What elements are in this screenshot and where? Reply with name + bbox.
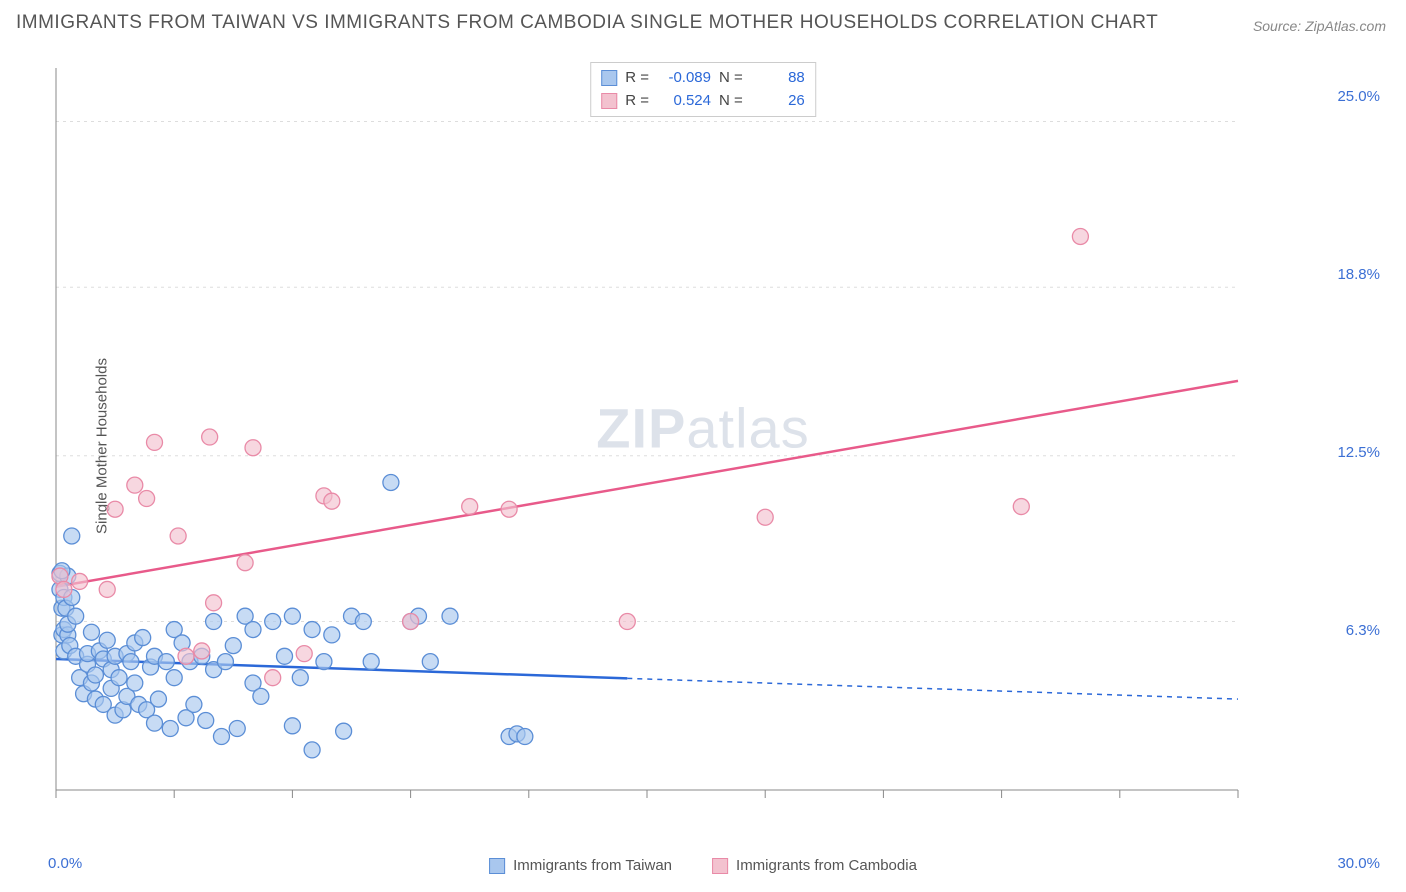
legend-swatch-cambodia [712, 858, 728, 874]
swatch-taiwan [601, 70, 617, 86]
legend-swatch-taiwan [489, 858, 505, 874]
n-value-1: 88 [751, 67, 805, 90]
r-value-2: 0.524 [657, 90, 711, 113]
bottom-legend: Immigrants from Taiwan Immigrants from C… [489, 857, 917, 874]
y-tick-label: 6.3% [1346, 622, 1380, 639]
legend-item-taiwan: Immigrants from Taiwan [489, 857, 672, 874]
stats-row-1: R = -0.089 N = 88 [601, 67, 805, 90]
y-tick-label: 25.0% [1337, 88, 1380, 105]
source-attribution: Source: ZipAtlas.com [1253, 18, 1386, 34]
legend-label-cambodia: Immigrants from Cambodia [736, 857, 917, 874]
r-label: R = [625, 67, 649, 90]
y-tick-label: 12.5% [1337, 444, 1380, 461]
x-tick-label-min: 0.0% [48, 855, 82, 872]
legend-item-cambodia: Immigrants from Cambodia [712, 857, 917, 874]
swatch-cambodia [601, 93, 617, 109]
plot-area [48, 60, 1308, 830]
stats-row-2: R = 0.524 N = 26 [601, 90, 805, 113]
r-label: R = [625, 90, 649, 113]
n-value-2: 26 [751, 90, 805, 113]
n-label: N = [719, 67, 743, 90]
n-label: N = [719, 90, 743, 113]
y-tick-label: 18.8% [1337, 266, 1380, 283]
correlation-stats-box: R = -0.089 N = 88 R = 0.524 N = 26 [590, 62, 816, 117]
legend-label-taiwan: Immigrants from Taiwan [513, 857, 672, 874]
x-tick-label-max: 30.0% [1337, 855, 1380, 872]
chart-title: IMMIGRANTS FROM TAIWAN VS IMMIGRANTS FRO… [16, 12, 1158, 34]
chart-svg [48, 60, 1308, 830]
r-value-1: -0.089 [657, 67, 711, 90]
